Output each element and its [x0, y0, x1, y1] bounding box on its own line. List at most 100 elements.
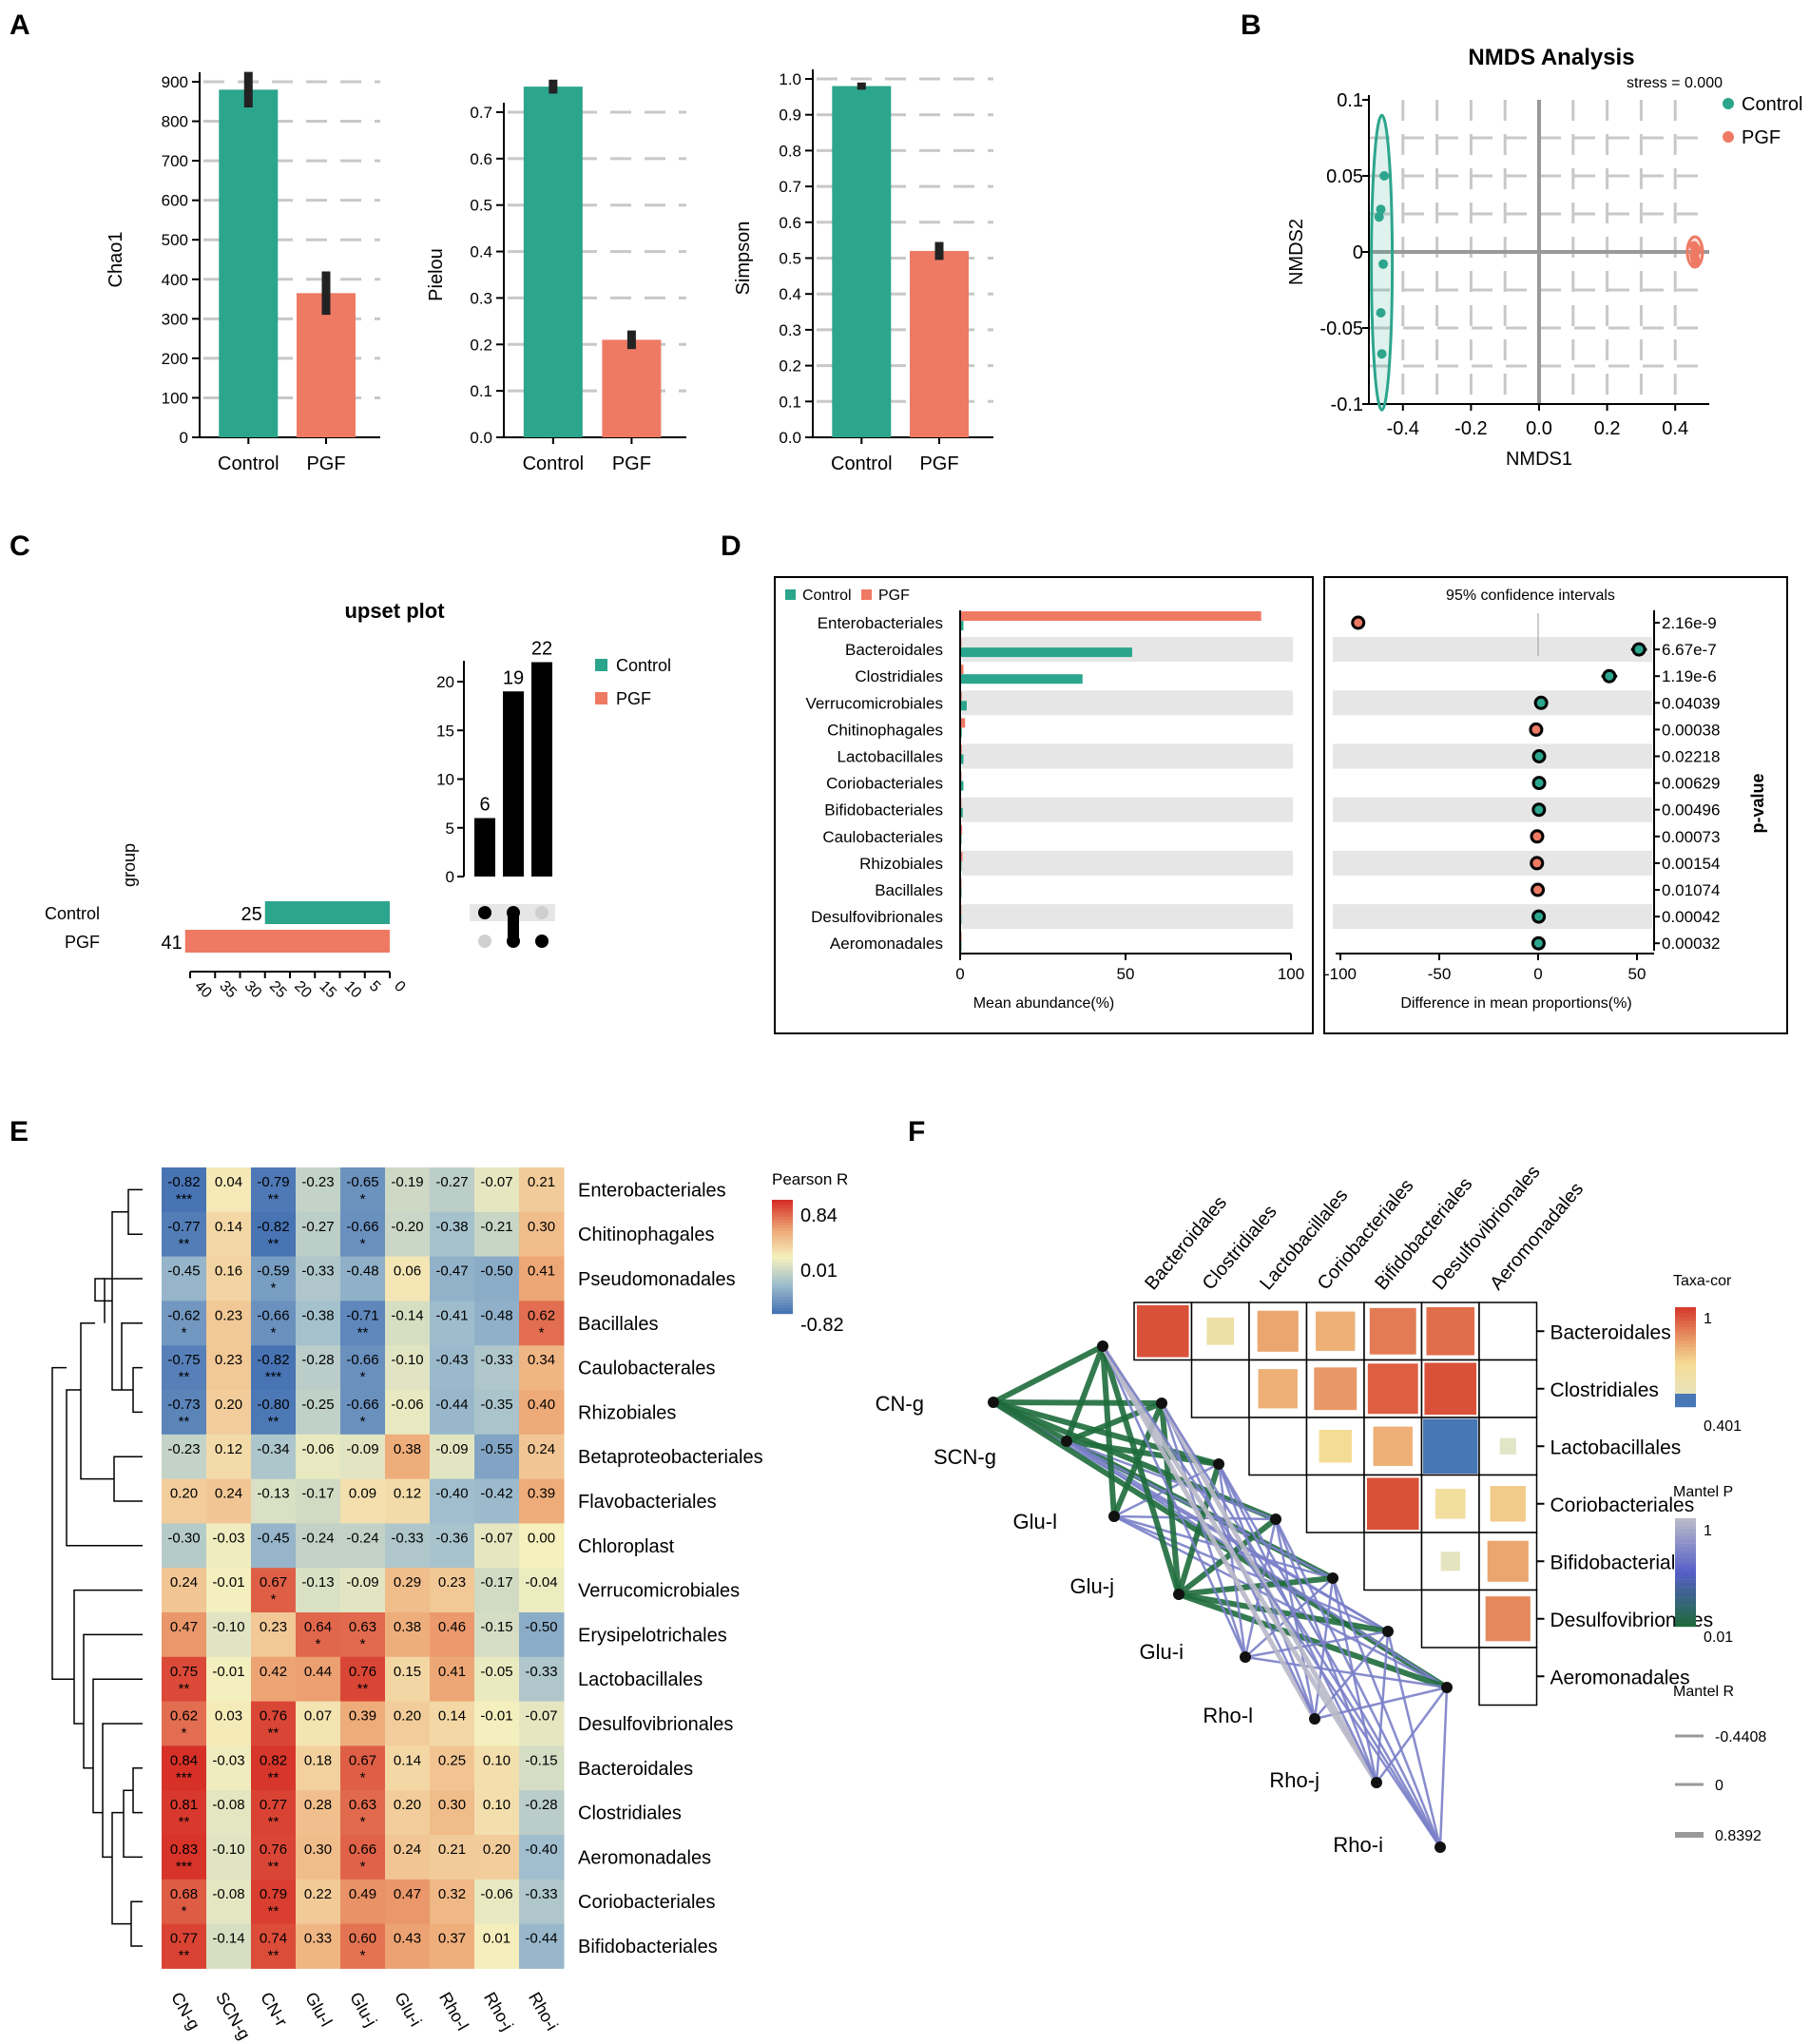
colorbar-segment	[1675, 1357, 1696, 1361]
right-x-tick-label: -100	[1324, 965, 1357, 983]
y-tick-label: 800	[162, 113, 188, 131]
colorbar-segment	[1675, 1572, 1696, 1576]
cell-value: -0.40	[435, 1486, 468, 1502]
cell-value: 0.76	[349, 1664, 376, 1680]
cell-value: -0.35	[480, 1397, 512, 1413]
env-label: Rho-j	[1269, 1768, 1319, 1792]
heatmap-cell	[251, 1835, 297, 1880]
heatmap-cell	[385, 1879, 431, 1925]
colorbar-segment	[772, 1254, 793, 1258]
env-node	[1435, 1842, 1446, 1853]
colorbar-segment	[772, 1243, 793, 1246]
heatmap-cell	[251, 1523, 297, 1569]
colorbar-segment	[1675, 1619, 1696, 1624]
y-tick-label: 0.0	[779, 429, 801, 447]
legend-p-tick: 1	[1704, 1523, 1712, 1539]
correlation-square	[1366, 1477, 1419, 1531]
y-tick-label: 0.4	[470, 243, 492, 261]
cell-significance: **	[179, 1414, 190, 1430]
colorbar-segment	[1675, 1363, 1696, 1368]
heatmap-cell	[251, 1167, 297, 1213]
dendrogram-branch	[102, 1723, 143, 1859]
mantel-edge	[1160, 1402, 1442, 1848]
dendrogram-branch	[51, 1366, 74, 1680]
x-tick-label: PGF	[306, 453, 345, 474]
heatmap-cell	[430, 1612, 475, 1658]
cell-value: 0.14	[215, 1219, 242, 1235]
heatmap-cell	[251, 1390, 297, 1436]
cell-value: -0.19	[391, 1174, 423, 1190]
cell-value: 0.33	[304, 1931, 332, 1947]
colorbar-segment	[1675, 1539, 1696, 1544]
cell-value: -0.15	[480, 1619, 512, 1635]
cell-value: 0.67	[349, 1752, 376, 1768]
matrix-cell	[1248, 1417, 1308, 1476]
cell-value: -0.09	[346, 1441, 378, 1457]
cell-value: -0.66	[346, 1397, 378, 1413]
mantel-edge	[1243, 1518, 1278, 1658]
y-tick-label: 900	[162, 73, 188, 91]
cell-value: -0.10	[212, 1619, 244, 1635]
y-tick-label: 0.4	[779, 285, 801, 303]
row-band	[1333, 637, 1652, 663]
colorbar-segment	[1675, 1591, 1696, 1594]
cell-value: 0.24	[528, 1441, 555, 1457]
chao1-chart: 0 100 200 300 400 500 600 700 800 900 Control PGF Ch…	[106, 71, 380, 474]
heatmap-cell	[474, 1745, 520, 1791]
cell-value: 0.24	[170, 1574, 198, 1591]
cell-value: -0.66	[257, 1307, 289, 1323]
cell-significance: *	[539, 1324, 545, 1340]
mantel-edge	[1100, 1344, 1318, 1721]
y-tick-label: 0.6	[470, 150, 492, 168]
cell-value: 0.42	[260, 1664, 287, 1680]
heatmap-cell	[251, 1211, 297, 1258]
colorbar-segment	[772, 1265, 793, 1269]
cell-value: -0.01	[480, 1708, 512, 1725]
heatmap-cell	[206, 1656, 252, 1703]
cell-value: 0.63	[349, 1797, 376, 1813]
heatmap-cell	[206, 1256, 252, 1302]
left-x-tick-label: 0	[955, 965, 964, 983]
cell-value: -0.05	[480, 1664, 512, 1680]
cell-value: -0.03	[212, 1530, 244, 1546]
heatmap-cell	[296, 1211, 341, 1258]
legend-marker-control	[595, 659, 607, 671]
left-frame	[774, 576, 1314, 1034]
heatmap-cell	[385, 1835, 431, 1880]
colorbar-segment	[772, 1214, 793, 1218]
colorbar-segment	[1675, 1551, 1696, 1555]
cell-value: 0.41	[528, 1263, 555, 1280]
heatmap-cell	[162, 1568, 207, 1613]
heatmap-cell	[206, 1568, 252, 1613]
y-axis-label: Simpson	[733, 222, 754, 296]
panel-label-a: A	[10, 10, 30, 41]
bar-pgf	[910, 250, 969, 437]
colorbar-segment	[1675, 1579, 1696, 1584]
colorbar-segment	[772, 1260, 793, 1263]
legend-tick: 0.01	[800, 1261, 838, 1282]
cell-value: -0.15	[525, 1752, 557, 1768]
cell-value: -0.50	[480, 1263, 512, 1280]
heatmap-cell	[251, 1434, 297, 1480]
colorbar-segment	[772, 1237, 793, 1241]
row-label: Lactobacillales	[578, 1669, 703, 1690]
cell-value: 0.30	[304, 1842, 332, 1858]
heatmap-cell	[519, 1923, 565, 1969]
taxon-label: Enterobacteriales	[818, 614, 943, 632]
dendrogram-branch	[80, 1322, 114, 1480]
column-label: Rho-i	[525, 1989, 562, 2034]
row-band	[1333, 690, 1652, 716]
mantel-edge	[1177, 1516, 1278, 1597]
intersection-tick-label: 15	[436, 722, 454, 740]
heatmap-cell	[430, 1523, 475, 1569]
legend-tick: 0.84	[800, 1205, 838, 1226]
heatmap-cell	[340, 1790, 386, 1836]
legend-p-tick: 0.01	[1704, 1629, 1733, 1646]
mantel-edge	[1100, 1345, 1182, 1595]
control-bar	[960, 647, 1132, 658]
y-tick-label: 400	[162, 271, 188, 289]
colorbar-segment	[772, 1217, 793, 1221]
cell-value: 0.63	[349, 1619, 376, 1635]
heatmap-cell	[519, 1256, 565, 1302]
bar-pgf	[602, 339, 662, 437]
